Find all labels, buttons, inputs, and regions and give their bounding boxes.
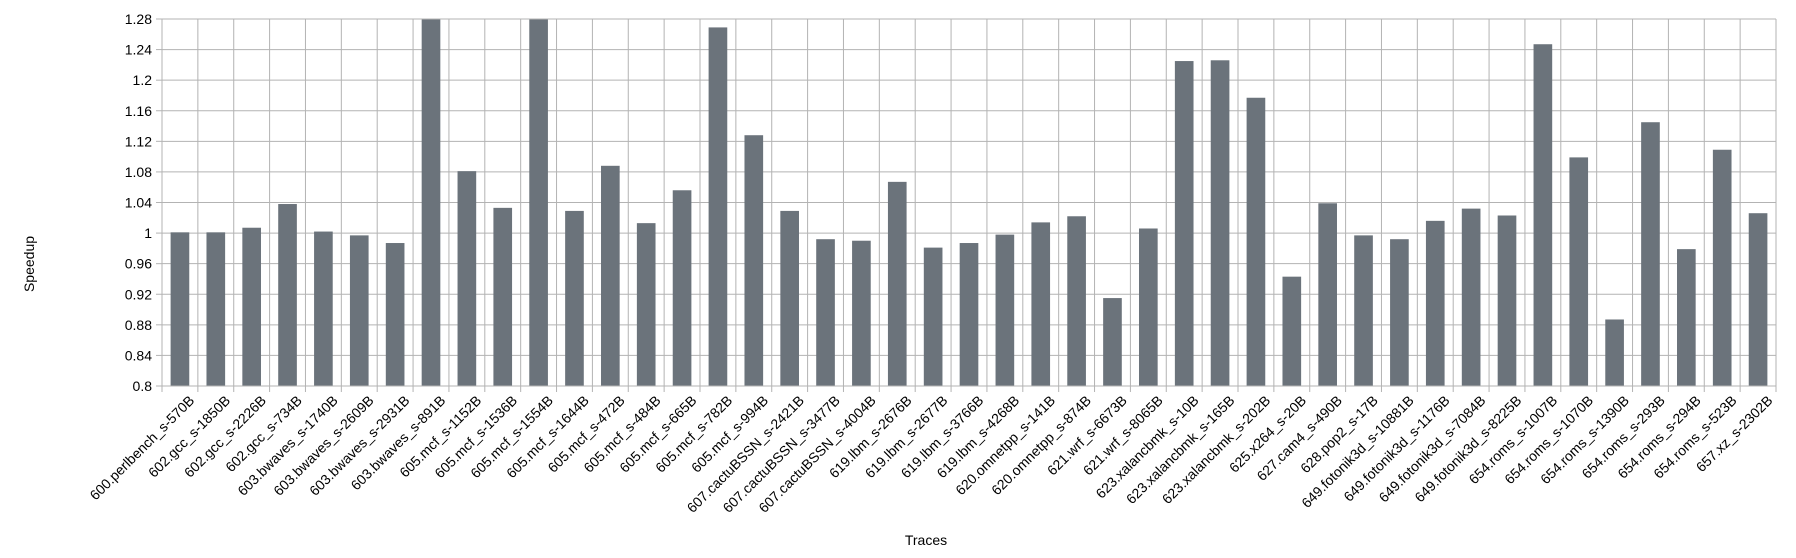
- bar: [1103, 298, 1122, 386]
- bar: [278, 204, 297, 386]
- bar: [1748, 213, 1768, 386]
- y-tick-label: 1.12: [125, 133, 152, 149]
- bar: [1461, 208, 1481, 386]
- bar: [672, 190, 692, 386]
- bar: [493, 207, 513, 386]
- bar: [457, 171, 477, 386]
- y-tick-label: 0.88: [125, 317, 152, 333]
- bar: [1390, 239, 1409, 386]
- bar: [385, 243, 405, 386]
- bar: [601, 165, 620, 386]
- x-axis-title: Traces: [905, 532, 947, 548]
- y-tick-label: 0.8: [133, 378, 153, 394]
- y-tick-label: 0.96: [125, 256, 152, 272]
- bar: [1569, 157, 1589, 386]
- y-tick-label: 1.04: [125, 195, 152, 211]
- y-tick-label: 1.24: [125, 42, 152, 58]
- bar: [1067, 216, 1086, 386]
- bar: [1712, 149, 1732, 386]
- bar: [959, 243, 979, 386]
- bar: [1533, 44, 1553, 386]
- axes: [161, 18, 1777, 387]
- bar: [565, 210, 584, 386]
- y-tick-label: 1.16: [125, 103, 152, 119]
- y-tick-label: 1.28: [125, 11, 152, 27]
- y-tick-label: 1: [144, 225, 152, 241]
- bar: [780, 210, 799, 386]
- bar: [1605, 319, 1624, 386]
- bar: [744, 135, 764, 386]
- bar: [206, 232, 226, 386]
- bar: [1282, 276, 1302, 386]
- bar: [421, 19, 441, 386]
- y-tick-label: 1.2: [133, 72, 153, 88]
- bar: [242, 227, 261, 386]
- y-axis-title: Speedup: [21, 236, 37, 292]
- y-tick-label: 1.08: [125, 164, 152, 180]
- x-tick-labels: 600.perlbench_s-570B602.gcc_s-1850B602.g…: [86, 392, 1775, 516]
- bar: [314, 231, 333, 386]
- bar: [1641, 122, 1660, 386]
- bar: [1174, 61, 1194, 386]
- bar: [636, 223, 656, 386]
- bar: [1497, 215, 1517, 386]
- bar: [1354, 235, 1373, 386]
- bar: [170, 232, 190, 386]
- bar: [1139, 228, 1158, 386]
- y-tick-labels: 0.8 0.84 0.88 0.92 0.96 1 1.04 1.08 1.12 1.16 1.2 1…: [125, 11, 152, 394]
- bar: [1210, 60, 1230, 386]
- bar: [995, 234, 1015, 386]
- bar: [1425, 220, 1445, 386]
- bar: [349, 235, 369, 386]
- bar: [816, 239, 835, 386]
- y-tick-label: 0.92: [125, 286, 152, 302]
- bars: [170, 19, 1768, 387]
- bar: [1318, 203, 1337, 386]
- bar: [529, 19, 548, 386]
- bar: [887, 181, 907, 386]
- bar: [1031, 222, 1051, 386]
- y-tick-label: 0.84: [125, 347, 152, 363]
- bar: [923, 247, 943, 386]
- bar: [708, 27, 728, 387]
- bar: [1246, 97, 1266, 387]
- bar: [1677, 249, 1696, 386]
- bar: [852, 240, 871, 386]
